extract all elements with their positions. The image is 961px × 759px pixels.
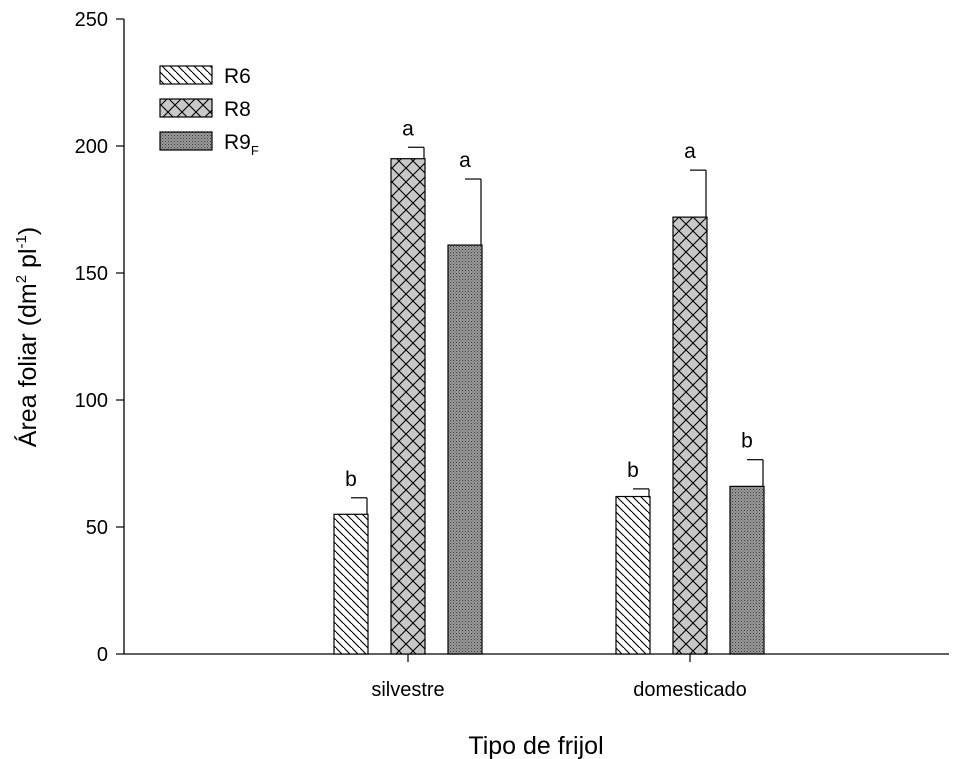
legend-label-text: R6: [224, 65, 251, 88]
y-axis-label-exp2: -1: [13, 235, 30, 248]
x-tick-label: silvestre: [371, 679, 444, 701]
legend-label: R8: [224, 98, 251, 121]
y-axis-ticks: 0 50 100 150 200 250: [75, 9, 124, 666]
bar-r6-silvestre: [333, 513, 369, 655]
x-axis-ticks: silvestre domesticado: [371, 654, 747, 701]
legend-label: R9F: [224, 131, 259, 158]
x-axis-label: Tipo de frijol: [468, 732, 603, 759]
plot-area: [123, 19, 949, 655]
significance-letter: a: [402, 117, 414, 140]
y-tick-label: 100: [75, 390, 108, 412]
bar-r9-domesticado: [729, 485, 765, 655]
significance-letter: b: [741, 430, 753, 453]
bar-r8-silvestre: [390, 158, 426, 655]
bar-marks: b b a a a b: [333, 117, 765, 655]
bar-r6-domesticado: [615, 495, 651, 655]
y-axis-label-end: ): [14, 227, 42, 235]
legend-swatch-r8: [159, 98, 213, 118]
y-tick-label: 150: [75, 263, 108, 285]
significance-letter: b: [345, 468, 357, 491]
x-tick-label: domesticado: [633, 679, 746, 701]
y-tick-label: 50: [86, 517, 108, 539]
bar-r8-domesticado: [672, 216, 708, 655]
legend-label-text: R8: [224, 98, 251, 121]
legend-swatch-r6: [159, 65, 213, 85]
y-tick-label: 250: [75, 9, 108, 31]
legend-label-text: R9: [224, 131, 251, 154]
y-tick-label: 0: [97, 644, 108, 666]
y-axis-label-base: Área foliar (dm: [13, 283, 42, 447]
legend-label: R6: [224, 65, 251, 88]
y-axis-label-mid: pl: [14, 248, 42, 274]
y-axis-label: Área foliar (dm2 pl-1): [13, 227, 42, 447]
significance-letter: b: [627, 459, 639, 482]
significance-letter: a: [684, 140, 696, 163]
legend-swatch-r9: [159, 131, 213, 151]
y-tick-label: 200: [75, 136, 108, 158]
significance-letter: a: [459, 149, 471, 172]
legend-label-subscript: F: [251, 143, 259, 158]
bar-r9-silvestre: [447, 244, 483, 655]
legend: R6 R8 R9F: [159, 65, 259, 158]
y-axis-label-exp1: 2: [13, 275, 30, 283]
